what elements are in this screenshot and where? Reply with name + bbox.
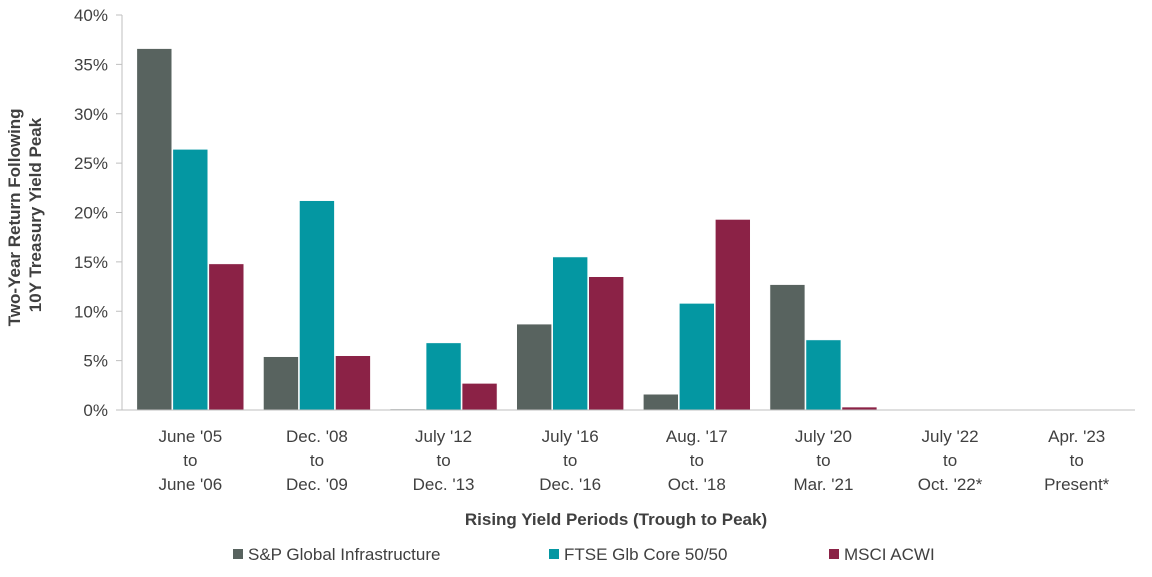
legend-swatch	[549, 549, 559, 559]
y-axis: 0% 5% 10% 15% 20% 25% 30% 35% 40%	[74, 6, 123, 420]
legend-swatch	[829, 549, 839, 559]
y-axis-label-line-1: Two-Year Return Following	[5, 108, 24, 326]
x-tick-label-line: June '05	[158, 427, 222, 446]
x-tick-label-line: Present*	[1044, 475, 1110, 494]
bar-infrastructure	[643, 393, 679, 411]
bar-infrastructure	[263, 356, 299, 411]
y-tick-label: 5%	[83, 352, 108, 371]
x-tick-label-line: Oct. '22*	[918, 475, 983, 494]
bar-msci	[461, 383, 498, 411]
legend-label: S&P Global Infrastructure	[248, 545, 440, 564]
x-tick-label-line: Apr. '23	[1048, 427, 1105, 446]
bar-msci	[588, 276, 624, 411]
bar-ftse	[679, 303, 715, 411]
x-tick-label-line: to	[690, 451, 704, 470]
y-tick-label: 40%	[74, 6, 108, 25]
x-tick-label-line: Dec. '13	[413, 475, 475, 494]
x-tick-label: Dec. '08 to Dec. '09	[286, 427, 348, 494]
y-tick-label: 25%	[74, 154, 108, 173]
x-tick-label-line: Dec. '16	[539, 475, 601, 494]
x-tick-label: July '20 to Mar. '21	[793, 427, 853, 494]
x-tick-label-line: to	[563, 451, 577, 470]
x-tick-label: July '22 to Oct. '22*	[918, 427, 983, 494]
bar-msci	[335, 355, 371, 411]
x-tick-label-line: to	[943, 451, 957, 470]
bar-infrastructure	[769, 284, 806, 411]
bar-ftse	[425, 342, 462, 411]
y-tick-label: 35%	[74, 55, 108, 74]
x-tick-label-line: June '06	[158, 475, 222, 494]
bars	[136, 48, 878, 411]
bar-infrastructure	[136, 48, 173, 411]
x-tick-label-line: Dec. '09	[286, 475, 348, 494]
y-axis-label-line-2: 10Y Treasury Yield Peak	[26, 117, 45, 312]
x-tick-label-line: Aug. '17	[666, 427, 728, 446]
x-axis-label: Rising Yield Periods (Trough to Peak)	[465, 510, 767, 529]
legend: S&P Global Infrastructure FTSE Glb Core 5…	[233, 545, 935, 564]
x-tick-label: Apr. '23 to Present*	[1044, 427, 1110, 494]
y-tick-label: 15%	[74, 253, 108, 272]
legend-swatch	[233, 549, 243, 559]
x-tick-label-line: July '20	[795, 427, 852, 446]
y-tick-label: 20%	[74, 204, 108, 223]
bar-ftse	[299, 200, 335, 411]
y-tick-label: 0%	[83, 401, 108, 420]
legend-label: MSCI ACWI	[844, 545, 935, 564]
x-axis: June '05 to June '06 Dec. '08 to Dec. '09 July…	[122, 409, 1135, 494]
bar-ftse	[805, 339, 842, 411]
x-tick-label-line: July '22	[922, 427, 979, 446]
x-tick-label-line: July '12	[415, 427, 472, 446]
y-axis-label: Two-Year Return Following 10Y Treasury Y…	[5, 104, 45, 327]
x-tick-label: July '16 to Dec. '16	[539, 427, 601, 494]
x-tick-label: June '05 to June '06	[158, 427, 222, 494]
x-tick-label-line: Mar. '21	[793, 475, 853, 494]
x-tick-label-line: to	[816, 451, 830, 470]
x-tick-label-line: to	[183, 451, 197, 470]
x-tick-label: Aug. '17 to Oct. '18	[666, 427, 728, 494]
x-tick-label-line: Oct. '18	[668, 475, 726, 494]
x-tick-label-line: July '16	[542, 427, 599, 446]
y-tick-label: 30%	[74, 105, 108, 124]
x-tick-label-line: to	[1070, 451, 1084, 470]
y-tick-label: 10%	[74, 302, 108, 321]
bar-msci	[715, 219, 751, 411]
x-tick-label-line: to	[310, 451, 324, 470]
legend-label: FTSE Glb Core 50/50	[564, 545, 727, 564]
x-tick-label-line: Dec. '08	[286, 427, 348, 446]
bar-infrastructure	[516, 323, 552, 411]
x-tick-label: July '12 to Dec. '13	[413, 427, 475, 494]
bar-ftse	[552, 256, 588, 411]
bar-ftse	[172, 149, 209, 411]
x-tick-label-line: to	[436, 451, 450, 470]
bar-msci	[208, 263, 245, 411]
